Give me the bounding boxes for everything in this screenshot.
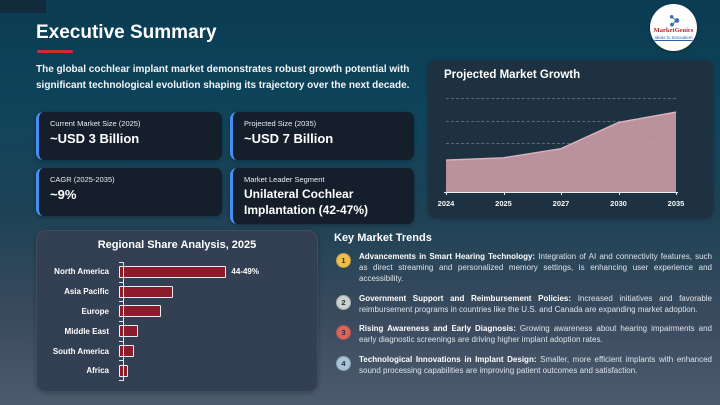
- category-axis-line: [119, 262, 124, 381]
- x-axis-tick: [561, 192, 562, 195]
- stat-value: ~USD 3 Billion: [50, 131, 140, 146]
- stat-label: Projected Size (2035): [244, 119, 317, 128]
- logo-molecule-icon: [669, 15, 679, 27]
- trend-text: Government Support and Reimbursement Pol…: [359, 293, 712, 314]
- area-chart: 2024 2025 2027 2030 2035: [438, 95, 684, 208]
- trend-number-badge: 2: [336, 294, 351, 310]
- trends-list: 1 Advancements in Smart Hearing Technolo…: [334, 251, 712, 384]
- stat-label: Current Market Size (2025): [50, 119, 141, 128]
- bar-category-label: Middle East: [64, 326, 109, 336]
- stat-card: CAGR (2025-2035) ~9%: [36, 168, 222, 216]
- bar-category-label: North America: [54, 267, 109, 277]
- trend-text: Technological Innovations in Implant Des…: [359, 354, 712, 375]
- bar-row: Asia Pacific: [37, 282, 317, 302]
- stat-value: ~USD 7 Billion: [244, 131, 334, 146]
- bar-chart: North America 44-49% Asia Pacific Europe…: [37, 262, 317, 381]
- trend-item: 1 Advancements in Smart Hearing Technolo…: [334, 251, 712, 284]
- trend-item: 4 Technological Innovations in Implant D…: [334, 354, 712, 376]
- title-underline: [37, 50, 73, 53]
- x-axis-tick: [446, 192, 447, 195]
- trend-item: 2 Government Support and Reimbursement P…: [334, 293, 712, 315]
- bar-row: South America: [37, 341, 317, 361]
- trend-number-badge: 4: [336, 355, 351, 371]
- stat-value: Unilateral Cochlear Implantation (42-47%…: [244, 187, 369, 217]
- bar-track: [119, 345, 259, 358]
- x-axis-label: 2027: [552, 199, 570, 208]
- bar-row: Europe: [37, 302, 317, 322]
- x-axis-label: 2024: [437, 199, 455, 208]
- regional-chart-panel: Regional Share Analysis, 2025 North Amer…: [36, 230, 318, 392]
- gridline: [446, 98, 676, 99]
- regional-chart-title: Regional Share Analysis, 2025: [97, 239, 257, 251]
- bar-value-label: 44-49%: [231, 267, 259, 277]
- corner-accent: [0, 0, 46, 13]
- stat-label: Market Leader Segment: [244, 175, 325, 184]
- brand-name: MarketGenics: [653, 27, 694, 35]
- x-axis-label: 2025: [495, 199, 512, 208]
- bar-category-label: South America: [52, 346, 109, 356]
- x-axis-tick: [503, 192, 505, 195]
- bar-track: [119, 305, 259, 318]
- growth-chart-panel: Projected Market Growth 2024 2025 2027 2…: [428, 60, 713, 218]
- gridline: [446, 121, 676, 122]
- logo: MarketGenics Ideas to Innovation: [650, 4, 697, 51]
- trend-text: Rising Awareness and Early Diagnosis: Gro…: [359, 324, 712, 344]
- bar-fill: [119, 285, 173, 298]
- x-axis-label: 2030: [610, 199, 627, 208]
- bar-category-label: Asia Pacific: [64, 287, 109, 297]
- bar-row: North America 44-49%: [37, 262, 317, 282]
- trends-title: Key Market Trends: [334, 232, 432, 244]
- bar-fill: [119, 325, 138, 338]
- x-axis-tick: [675, 192, 677, 195]
- slide-title: Executive Summary: [36, 22, 217, 43]
- area-fill: [446, 112, 676, 192]
- bar-fill: [119, 265, 227, 278]
- area-line: [446, 112, 676, 160]
- area-chart-svg: [446, 95, 676, 192]
- trend-number-badge: 3: [336, 325, 351, 340]
- bar-track: [119, 285, 259, 298]
- x-axis-label: 2035: [667, 199, 685, 208]
- bar-category-label: Africa: [86, 366, 109, 376]
- x-axis-tick: [618, 192, 620, 195]
- bar-track: [119, 325, 259, 338]
- bar-track: [119, 364, 259, 377]
- bar-track: 44-49%: [119, 265, 259, 278]
- bar-category-label: Europe: [81, 306, 109, 316]
- trend-number-badge: 1: [336, 253, 351, 268]
- trend-text: Advancements in Smart Hearing Technology…: [359, 252, 712, 283]
- stat-value: ~9%: [50, 187, 77, 202]
- bar-fill: [119, 305, 162, 318]
- bar-fill: [119, 345, 134, 358]
- bar-row: Middle East: [37, 321, 317, 341]
- intro-text: The global cochlear implant market demon…: [36, 64, 410, 91]
- stat-label: CAGR (2025-2035): [50, 175, 115, 184]
- trend-item: 3 Rising Awareness and Early Diagnosis: G…: [334, 323, 712, 345]
- stat-card: Market Leader Segment Unilateral Cochlea…: [230, 168, 414, 224]
- stat-card: Projected Size (2035) ~USD 7 Billion: [230, 112, 414, 160]
- brand-tagline: Ideas to Innovation: [654, 35, 693, 41]
- gridline: [446, 143, 676, 144]
- growth-chart-title: Projected Market Growth: [444, 69, 581, 81]
- bar-row: Africa: [37, 361, 317, 381]
- stat-card: Current Market Size (2025) ~USD 3 Billio…: [36, 112, 222, 160]
